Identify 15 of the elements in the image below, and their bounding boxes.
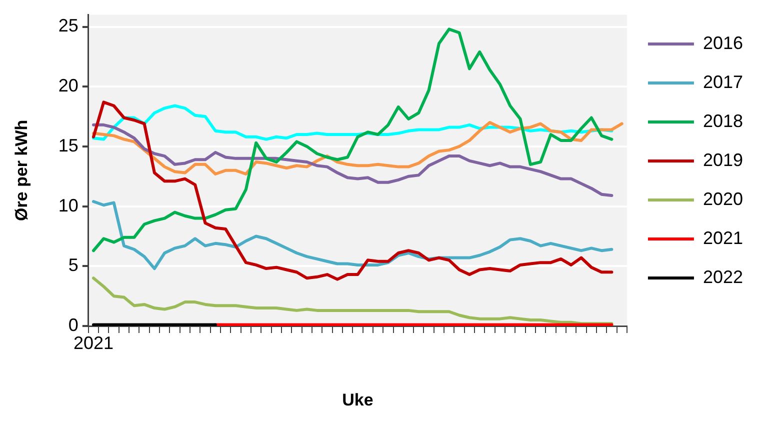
x-axis-title: Uke <box>342 390 374 410</box>
y-tick-label: 15 <box>58 135 78 156</box>
legend-label: 2019 <box>702 150 744 170</box>
y-axis-title: Øre per kWh <box>12 120 31 221</box>
y-tick-label: 5 <box>68 255 78 276</box>
legend-label: 2016 <box>702 32 744 53</box>
y-tick-label: 10 <box>58 195 78 216</box>
y-tick-label: 0 <box>68 314 78 335</box>
legend-label: 2018 <box>702 110 744 131</box>
legend-label: 2022 <box>702 266 744 287</box>
y-tick-label: 25 <box>58 16 78 36</box>
legend-label: 2017 <box>702 72 744 92</box>
legend-label: 2021 <box>702 228 744 248</box>
y-tick-label: 20 <box>58 76 78 96</box>
legend-label: 2020 <box>702 188 744 209</box>
